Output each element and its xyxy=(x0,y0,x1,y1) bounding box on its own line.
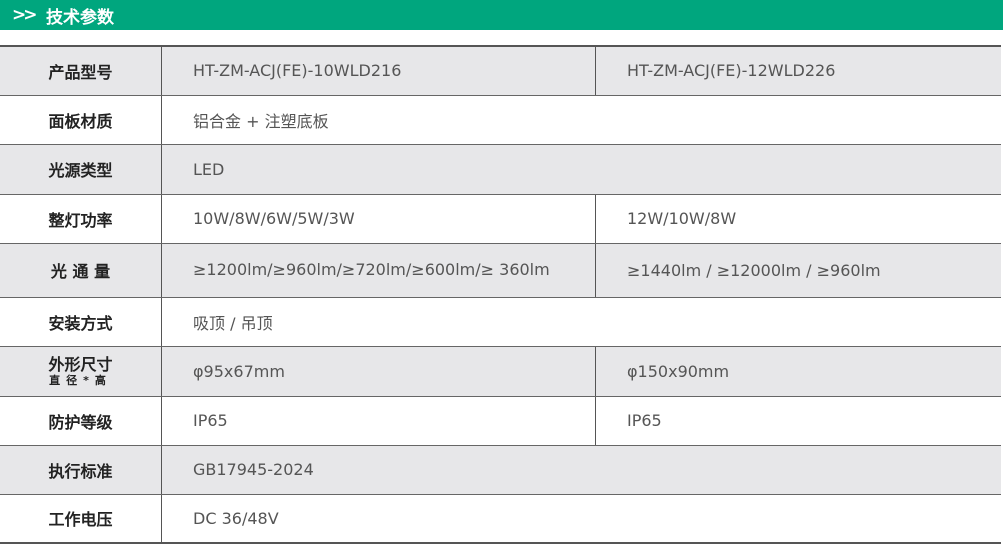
row-value-2: φ150x90mm xyxy=(595,346,1001,397)
row-label: 面板材质 xyxy=(0,95,162,145)
table-row: 防护等级 IP65 IP65 xyxy=(0,396,1001,446)
table-row: 工作电压 DC 36/48V xyxy=(0,494,1001,544)
row-value-2: IP65 xyxy=(595,396,1001,446)
row-value: IP65 xyxy=(161,396,596,446)
row-value: ≥1200lm/≥960lm/≥720lm/≥600lm/≥ 360lm xyxy=(161,243,596,298)
table-row: 安装方式 吸顶 / 吊顶 xyxy=(0,297,1001,347)
row-value: LED xyxy=(161,144,1001,195)
row-label-main: 外形尺寸 xyxy=(48,354,113,374)
spec-table: 产品型号 HT-ZM-ACJ(FE)-10WLD216 HT-ZM-ACJ(FE)-… xyxy=(0,45,1001,544)
double-chevron-right-icon: >> xyxy=(12,5,38,25)
table-row: 外形尺寸 直径*高 φ95x67mm φ150x90mm xyxy=(0,346,1001,397)
row-value-2: 12W/10W/8W xyxy=(595,194,1001,244)
row-label: 执行标准 xyxy=(0,445,162,495)
row-value-2: ≥1440lm / ≥12000lm / ≥960lm xyxy=(595,243,1001,298)
row-label-sub: 直径*高 xyxy=(49,373,112,387)
row-label: 外形尺寸 直径*高 xyxy=(0,346,162,397)
row-label: 整灯功率 xyxy=(0,194,162,244)
row-label: 光 通 量 xyxy=(0,243,162,298)
row-value: GB17945-2024 xyxy=(161,445,1001,495)
table-row: 整灯功率 10W/8W/6W/5W/3W 12W/10W/8W xyxy=(0,194,1001,244)
section-header: >> 技术参数 xyxy=(0,0,1003,30)
row-value: φ95x67mm xyxy=(161,346,596,397)
table-row: 光 通 量 ≥1200lm/≥960lm/≥720lm/≥600lm/≥ 360l… xyxy=(0,243,1001,298)
row-value-2: HT-ZM-ACJ(FE)-12WLD226 xyxy=(595,46,1001,96)
row-value: 10W/8W/6W/5W/3W xyxy=(161,194,596,244)
row-label: 工作电压 xyxy=(0,494,162,544)
table-row: 面板材质 铝合金 + 注塑底板 xyxy=(0,95,1001,145)
row-label: 产品型号 xyxy=(0,46,162,96)
row-label: 防护等级 xyxy=(0,396,162,446)
table-row: 光源类型 LED xyxy=(0,144,1001,195)
row-value: HT-ZM-ACJ(FE)-10WLD216 xyxy=(161,46,596,96)
row-label: 安装方式 xyxy=(0,297,162,347)
table-row: 执行标准 GB17945-2024 xyxy=(0,445,1001,495)
section-title: 技术参数 xyxy=(46,7,114,28)
row-value: 铝合金 + 注塑底板 xyxy=(161,95,1001,145)
row-label: 光源类型 xyxy=(0,144,162,195)
row-value: 吸顶 / 吊顶 xyxy=(161,297,1001,347)
table-row: 产品型号 HT-ZM-ACJ(FE)-10WLD216 HT-ZM-ACJ(FE)-… xyxy=(0,46,1001,96)
row-value: DC 36/48V xyxy=(161,494,1001,544)
